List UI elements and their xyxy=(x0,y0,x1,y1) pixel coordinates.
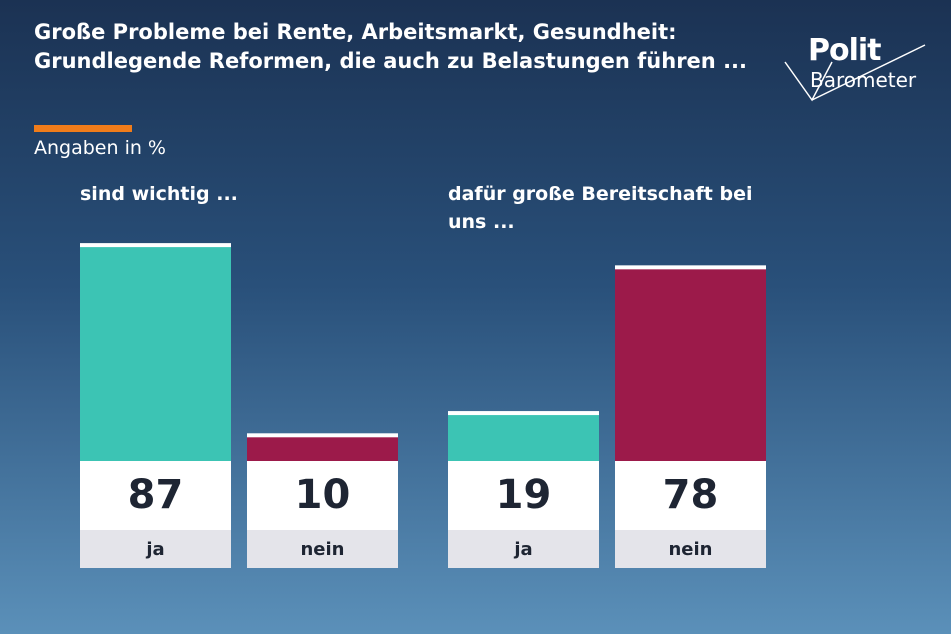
category-label: nein xyxy=(300,539,344,560)
value-label: 78 xyxy=(663,472,719,518)
value-box xyxy=(615,461,766,530)
bar xyxy=(615,268,766,461)
bar-cap xyxy=(247,433,398,438)
category-label: nein xyxy=(668,539,712,560)
bar-cap xyxy=(448,411,599,416)
value-label: 87 xyxy=(128,472,184,518)
bar-cap xyxy=(615,265,766,270)
accent-line xyxy=(34,125,132,132)
value-label: 10 xyxy=(295,472,351,518)
bar xyxy=(448,414,599,461)
panel-title: sind wichtig ... xyxy=(80,183,238,205)
subtitle: Angaben in % xyxy=(34,137,166,159)
category-box xyxy=(448,530,599,568)
category-label: ja xyxy=(513,539,532,560)
value-box xyxy=(448,461,599,530)
category-box xyxy=(615,530,766,568)
value-box xyxy=(80,461,231,530)
panel-title: dafür große Bereitschaft bei uns ... xyxy=(448,183,753,233)
value-label: 19 xyxy=(496,472,552,518)
logo-check xyxy=(811,44,926,101)
category-box xyxy=(80,530,231,568)
logo-text: Polit xyxy=(808,33,882,68)
bar-cap xyxy=(80,243,231,248)
category-box xyxy=(247,530,398,568)
bar xyxy=(80,246,231,461)
value-box xyxy=(247,461,398,530)
logo-text: Barometer xyxy=(810,68,917,92)
category-label: ja xyxy=(145,539,164,560)
bar xyxy=(247,436,398,461)
title: Große Probleme bei Rente, Arbeitsmarkt, … xyxy=(34,20,747,73)
